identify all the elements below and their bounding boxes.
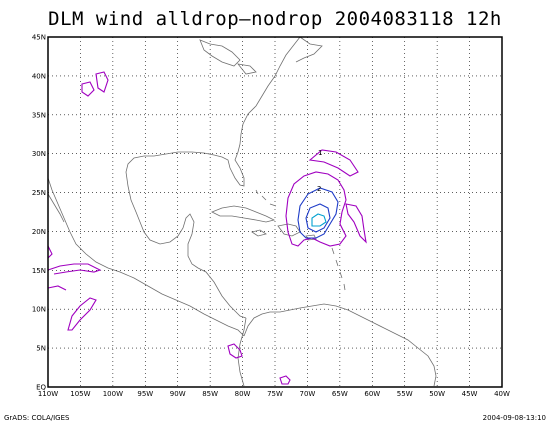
contour-outer-south-2 <box>279 375 291 385</box>
south-america-pacific-coastline <box>237 317 247 387</box>
x-tick-label: 110W <box>38 390 58 398</box>
contour-label: 2 <box>317 185 321 193</box>
map-frame <box>47 36 503 388</box>
y-tick-label: 20N <box>32 228 46 236</box>
x-tick-label: 45W <box>462 390 478 398</box>
maritimes-coastline <box>295 36 323 63</box>
x-tick-label: 80W <box>235 390 251 398</box>
x-tick-label: 75W <box>267 390 283 398</box>
contour-outer-main <box>285 171 347 247</box>
x-tick-label: 105W <box>70 390 90 398</box>
mexico-pacific-coastline <box>47 177 245 337</box>
lesser-antilles-outline <box>331 247 346 291</box>
contour-inner <box>311 213 327 227</box>
x-tick-label: 55W <box>397 390 413 398</box>
contour-outer-northeast <box>308 149 359 177</box>
contour-outer-west-1 <box>47 263 102 275</box>
x-tick-label: 100W <box>103 390 123 398</box>
y-tick-label: 45N <box>32 34 46 42</box>
coastlines <box>47 36 437 387</box>
x-tick-label: 50W <box>429 390 445 398</box>
difference-contours <box>47 71 367 385</box>
x-tick-labels: 110W 105W 100W 95W 90W 85W 80W 75W 70W 65W 60W 55W 5… <box>38 390 510 398</box>
south-america-coastline <box>243 303 437 387</box>
x-tick-label: 85W <box>202 390 218 398</box>
x-tick-label: 40W <box>494 390 510 398</box>
y-tick-labels: EQ 5N 10N 15N 20N 25N 30N 35N 40N 45N <box>32 34 47 392</box>
x-tick-label: 65W <box>332 390 348 398</box>
y-tick-label: 15N <box>32 267 46 275</box>
x-tick-label: 60W <box>364 390 380 398</box>
gridlines <box>48 37 502 387</box>
y-tick-label: 40N <box>32 72 46 80</box>
contour-outer-northwest <box>81 71 109 97</box>
bahamas-outline <box>255 189 277 207</box>
x-tick-label: 70W <box>300 390 316 398</box>
timestamp: 2004-09-08-13:10 <box>482 414 546 422</box>
contour-middle <box>297 187 339 239</box>
contour-middle-2 <box>305 203 331 233</box>
x-tick-label: 90W <box>170 390 186 398</box>
cuba-outline <box>211 205 276 223</box>
us-east-coastline <box>125 36 301 319</box>
great-lakes-outline <box>199 39 257 75</box>
contour-outer-west-3 <box>67 297 97 331</box>
y-tick-label: 5N <box>36 345 46 353</box>
grads-credit: GrADS: COLA/IGES <box>4 414 70 422</box>
y-tick-label: EQ <box>36 384 46 392</box>
x-tick-label: 95W <box>137 390 153 398</box>
y-tick-label: 30N <box>32 150 46 158</box>
map-title: DLM wind alldrop–nodrop 2004083118 12h <box>48 8 502 30</box>
contour-outer-south <box>227 343 243 359</box>
contour-outer-west-4 <box>47 245 53 259</box>
contour-label: 1 <box>318 149 322 157</box>
jamaica-outline <box>251 229 267 237</box>
baja-coastline <box>47 193 65 223</box>
contour-outer-east <box>345 203 367 244</box>
y-tick-label: 10N <box>32 306 46 314</box>
y-tick-label: 35N <box>32 111 46 119</box>
contour-labels: 1 2 <box>317 149 322 193</box>
contour-outer-west-2 <box>47 285 67 291</box>
y-tick-label: 25N <box>32 189 46 197</box>
